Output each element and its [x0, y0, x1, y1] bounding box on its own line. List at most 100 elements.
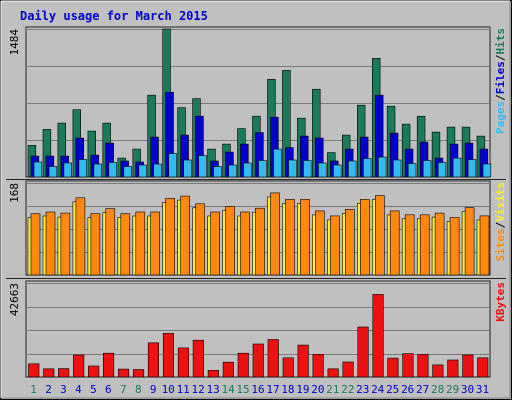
bar-kbytes-day-6 [103, 352, 115, 378]
bar-sites-day-21 [330, 215, 340, 276]
bar-sites-day-8 [135, 211, 146, 276]
bar-pages-day-8 [138, 164, 147, 178]
legend-separator: / [494, 221, 507, 228]
legend-hits: Hits [494, 28, 507, 55]
day-label-24: 24 [371, 383, 385, 396]
bar-pages-day-16 [258, 160, 267, 178]
bar-pages-day-27 [422, 160, 432, 178]
bar-pages-day-29 [452, 157, 462, 178]
bar-kbytes-day-2 [43, 368, 55, 378]
legend-files: Files [494, 61, 507, 94]
bar-pages-day-9 [153, 163, 162, 178]
bar-pages-day-10 [168, 153, 177, 178]
bar-pages-day-12 [198, 155, 207, 178]
bar-sites-day-9 [150, 211, 160, 276]
panel-3: 42663 KBytes [8, 280, 507, 378]
legend-visits: Visits [494, 182, 507, 222]
y-max-label: 42663 [8, 283, 21, 316]
bar-pages-day-23 [362, 158, 372, 178]
bar-pages-day-22 [347, 160, 357, 178]
bar-pages-day-14 [228, 164, 237, 178]
bar-kbytes-day-3 [58, 368, 70, 378]
day-label-16: 16 [251, 383, 264, 396]
bar-kbytes-day-26 [402, 353, 414, 378]
day-label-11: 11 [177, 383, 190, 396]
bar-sites-day-3 [60, 212, 71, 276]
day-label-28: 28 [431, 383, 444, 396]
day-label-15: 15 [236, 383, 249, 396]
panel-2: 168 Sites/Visits [8, 180, 507, 276]
day-label-9: 9 [150, 383, 157, 396]
chart-title: Daily usage for March 2015 [20, 9, 208, 23]
bar-sites-day-17 [270, 192, 280, 276]
bar-kbytes-day-4 [73, 354, 85, 378]
bar-kbytes-day-13 [207, 370, 219, 378]
day-label-1: 1 [30, 383, 37, 396]
bar-pages-day-4 [78, 159, 88, 178]
day-label-29: 29 [446, 383, 459, 396]
bar-sites-day-13 [210, 211, 220, 276]
bar-kbytes-day-28 [432, 364, 444, 378]
bar-kbytes-day-9 [147, 342, 159, 378]
bar-pages-day-26 [407, 163, 417, 178]
bar-pages-day-1 [33, 161, 43, 178]
day-label-14: 14 [221, 383, 235, 396]
bar-sites-day-6 [105, 208, 116, 276]
bar-sites-day-20 [315, 210, 325, 276]
bar-kbytes-day-1 [28, 363, 40, 378]
bar-pages-day-5 [93, 163, 103, 178]
bar-pages-day-20 [318, 162, 327, 178]
bar-sites-day-28 [434, 212, 445, 276]
bar-sites-day-30 [464, 207, 475, 276]
bar-pages-day-31 [482, 163, 492, 178]
bar-sites-day-18 [285, 199, 295, 276]
bar-kbytes-day-22 [342, 361, 354, 378]
bar-kbytes-day-23 [357, 326, 369, 378]
bar-pages-day-11 [183, 159, 192, 178]
day-label-25: 25 [386, 383, 399, 396]
bar-kbytes-day-30 [462, 354, 474, 378]
day-label-2: 2 [45, 383, 52, 396]
day-label-20: 20 [311, 383, 324, 396]
bar-kbytes-day-29 [447, 359, 459, 378]
bar-sites-day-10 [165, 198, 175, 276]
bar-kbytes-day-16 [252, 343, 264, 378]
bar-sites-day-7 [120, 213, 131, 276]
day-label-18: 18 [281, 383, 294, 396]
bar-pages-day-28 [437, 162, 447, 178]
bar-kbytes-day-24 [372, 294, 384, 378]
bar-kbytes-day-10 [162, 333, 174, 378]
day-label-17: 17 [266, 383, 279, 396]
bar-sites-day-16 [255, 207, 265, 276]
bar-pages-day-17 [273, 148, 282, 178]
legend-separator: / [494, 54, 507, 61]
day-label-4: 4 [75, 383, 82, 396]
legend-separator: / [494, 94, 507, 101]
bar-sites-day-29 [449, 217, 460, 276]
legend-kbytes: KBytes [494, 282, 507, 322]
day-label-30: 30 [461, 383, 474, 396]
day-label-27: 27 [416, 383, 429, 396]
bar-kbytes-day-25 [387, 357, 399, 378]
chart-panels: 1484Pages/Files/Hits168Sites/Visits42663… [6, 26, 507, 378]
bar-sites-day-23 [359, 199, 370, 276]
bar-pages-day-7 [123, 166, 132, 178]
bar-kbytes-day-15 [237, 352, 249, 378]
day-label-22: 22 [341, 383, 354, 396]
day-label-13: 13 [206, 383, 219, 396]
bar-pages-day-13 [213, 166, 222, 178]
y-max-label: 168 [8, 183, 21, 203]
day-label-7: 7 [120, 383, 127, 396]
day-axis-labels: 1 2 3 4 5 6 7 8 9 10 11 12 13 14 15 16 17 18 19 20 21 22 23 24 2… [30, 383, 489, 396]
bar-kbytes-day-17 [267, 339, 279, 378]
bar-sites-day-25 [389, 210, 400, 276]
day-label-26: 26 [401, 383, 414, 396]
bar-kbytes-day-20 [312, 353, 324, 378]
bar-pages-day-21 [333, 164, 342, 178]
bar-sites-day-15 [240, 211, 250, 276]
day-label-23: 23 [356, 383, 369, 396]
bar-kbytes-day-12 [192, 339, 204, 378]
panel-2-legend: Sites/Visits [494, 182, 507, 262]
panel-3-legend: KBytes [494, 282, 507, 322]
